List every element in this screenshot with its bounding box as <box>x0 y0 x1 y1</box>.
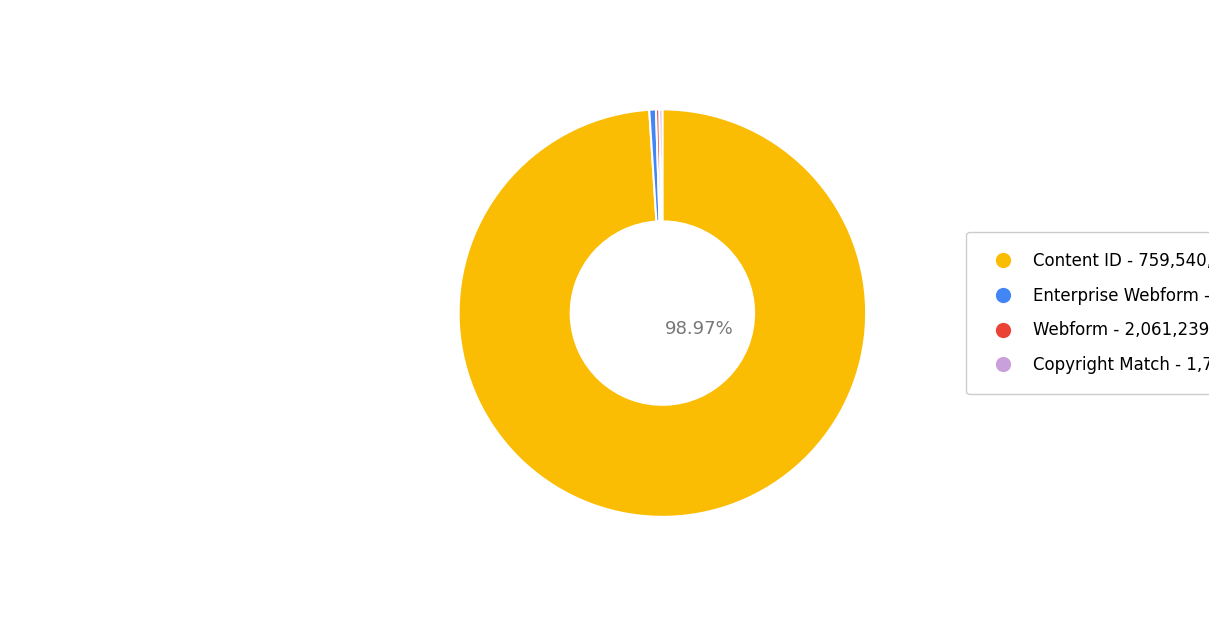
Text: 98.97%: 98.97% <box>665 321 734 339</box>
Wedge shape <box>458 109 866 517</box>
Wedge shape <box>649 110 660 221</box>
Legend: Content ID - 759,540,199 (98.97%), Enterprise Webform - 4,082,551 (0.53%), Webfo: Content ID - 759,540,199 (98.97%), Enter… <box>966 232 1209 394</box>
Wedge shape <box>656 109 661 221</box>
Wedge shape <box>659 109 663 221</box>
